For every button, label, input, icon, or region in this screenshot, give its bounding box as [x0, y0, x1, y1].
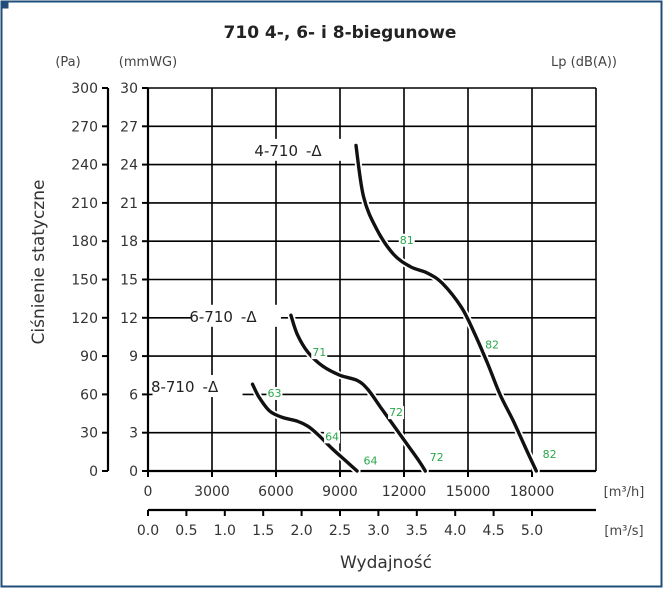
- y-tick-label-mmwg: 6: [129, 387, 138, 403]
- curve-label-8-710: 8-710: [151, 378, 195, 396]
- y-tick-label-mmwg: 15: [120, 273, 138, 289]
- y-tick-label-mmwg: 9: [129, 349, 138, 365]
- x-tick-label-m3h: 18000: [510, 484, 555, 500]
- y-tick-label-pa: 270: [71, 119, 98, 135]
- lp-label-bg: [428, 450, 445, 464]
- lp-label-bg: [362, 454, 379, 468]
- curve-8-710: [250, 382, 359, 473]
- x-tick-label-m3h: 15000: [446, 484, 491, 500]
- lp-label: 82: [485, 338, 499, 351]
- y-tick-label-mmwg: 24: [120, 158, 138, 174]
- y-tick-label-mmwg: 0: [129, 464, 138, 480]
- lp-label-bg: [398, 233, 415, 247]
- y-tick-label-pa: 30: [80, 426, 98, 442]
- x-tick-label-m3s: 1.0: [214, 523, 236, 539]
- y-tick-label-pa: 240: [71, 158, 98, 174]
- corner-mark: [1, 1, 9, 9]
- y-tick-label-pa: 90: [80, 349, 98, 365]
- x-tick-label-m3s: 5.0: [521, 523, 543, 539]
- y-tick-label-mmwg: 18: [120, 234, 138, 250]
- lp-label: 71: [312, 346, 326, 359]
- y-tick-label-mmwg: 27: [120, 119, 138, 135]
- lp-label: 82: [543, 448, 557, 461]
- y-tick-label-pa: 180: [71, 234, 98, 250]
- y-tick-label-mmwg: 30: [120, 81, 138, 97]
- x-tick-label-m3s: 3.5: [406, 523, 428, 539]
- y-tick-label-pa: 0: [89, 464, 98, 480]
- delta-label-6-710: -Δ: [241, 308, 257, 326]
- x-tick-label-m3h: 9000: [322, 484, 358, 500]
- lp-label: 63: [267, 387, 281, 400]
- curve-label-bg: [152, 375, 243, 398]
- x-tick-label-m3s: 3.0: [367, 523, 389, 539]
- pa-unit-label: (Pa): [55, 55, 80, 70]
- lp-label: 72: [389, 406, 403, 419]
- x-tick-label-m3s: 0.0: [137, 523, 159, 539]
- tick-labels: 0033066099012120151501818021210242402727…: [71, 81, 554, 539]
- lp-label: 72: [430, 451, 444, 464]
- y-axis-label: Ciśnienie statyczne: [29, 180, 49, 345]
- x-axis-label: Wydajność: [340, 553, 432, 573]
- x-unit-m3s-label: [m³/s]: [604, 524, 643, 539]
- y-tick-label-mmwg: 21: [120, 196, 138, 212]
- lp-label-bg: [541, 448, 558, 462]
- lp-label: 81: [400, 234, 414, 247]
- y-tick-label-mmwg: 3: [129, 426, 138, 442]
- lp-label-bg: [484, 338, 501, 352]
- y-tick-label-pa: 150: [71, 273, 98, 289]
- curve-6-710: [289, 313, 427, 473]
- lp-label-bg: [266, 386, 283, 400]
- y-tick-label-pa: 300: [71, 81, 98, 97]
- lp-label: 64: [363, 455, 377, 468]
- chart-title: 710 4-, 6- i 8-biegunowe: [224, 23, 457, 43]
- lp-label-bg: [324, 430, 341, 444]
- curve-label-bg: [256, 138, 346, 161]
- x-tick-label-m3h: 12000: [382, 484, 427, 500]
- fan-curves: [249, 141, 540, 475]
- y-tick-label-mmwg: 12: [120, 311, 138, 327]
- lp-unit-label: Lp (dB(A)): [551, 55, 617, 70]
- curve-labels: 4-710 -Δ 81 82 82 6-710 -Δ 71 72 72 8-710 -Δ 63 64 64: [151, 138, 558, 468]
- curve-label-4-710: 4-710: [254, 142, 298, 160]
- y-tick-label-pa: 210: [71, 196, 98, 212]
- curve-label-bg: [190, 304, 281, 327]
- x-tick-label-m3s: 0.5: [175, 523, 197, 539]
- lp-label-bg: [311, 346, 328, 360]
- x-tick-label-m3s: 2.5: [329, 523, 351, 539]
- x-tick-label-m3h: 0: [144, 484, 153, 500]
- x-tick-label-m3s: 1.5: [252, 523, 274, 539]
- y-tick-label-pa: 120: [71, 311, 98, 327]
- x-tick-label-m3h: 6000: [258, 484, 294, 500]
- delta-label-8-710: -Δ: [203, 378, 219, 396]
- x-tick-label-m3h: 3000: [194, 484, 230, 500]
- x-unit-m3h-label: [m³/h]: [604, 485, 645, 500]
- y-tick-label-pa: 60: [80, 387, 98, 403]
- curve-4-710: [354, 143, 538, 473]
- x-tick-label-m3s: 4.0: [444, 523, 466, 539]
- axes: [102, 87, 596, 516]
- x-tick-label-m3s: 4.5: [482, 523, 504, 539]
- delta-label-4-710: -Δ: [306, 142, 322, 160]
- mmwg-unit-label: (mmWG): [119, 55, 177, 70]
- lp-label-bg: [388, 406, 405, 420]
- curve-label-6-710: 6-710: [189, 308, 233, 326]
- x-tick-label-m3s: 2.0: [290, 523, 312, 539]
- lp-label: 64: [325, 430, 339, 443]
